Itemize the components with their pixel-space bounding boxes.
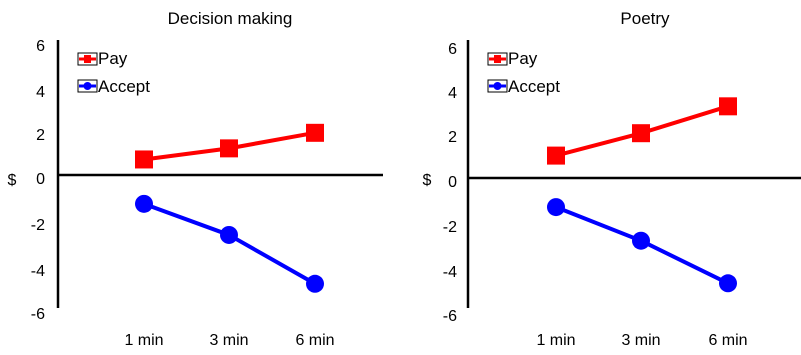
legend-item-pay: Pay [487, 49, 538, 68]
pay-swatch-marker [494, 55, 501, 63]
legend-item-accept: Accept [487, 77, 560, 96]
y-tick-label: -2 [443, 219, 457, 236]
y-tick-label: 0 [448, 174, 457, 191]
legend-label: Accept [508, 77, 560, 96]
x-tick-label: 1 min [536, 332, 575, 349]
y-tick-label: -4 [443, 264, 457, 281]
y-tick-label: 6 [36, 38, 45, 55]
x-tick-label: 3 min [209, 332, 248, 349]
legend-item-pay: Pay [77, 49, 128, 68]
accept-point [220, 225, 238, 244]
pay-point [632, 124, 650, 143]
y-tick-label: 2 [448, 129, 457, 146]
pay-point [220, 139, 238, 158]
y-tick-label: -4 [31, 263, 45, 280]
y-axis-label: $ [8, 172, 17, 189]
pay-point [306, 123, 324, 142]
accept-point [306, 274, 324, 293]
x-tick-label: 6 min [708, 332, 747, 349]
accept-point [719, 274, 737, 293]
legend-label: Pay [508, 49, 538, 68]
plot-area [135, 123, 324, 293]
accept-point [547, 198, 565, 217]
y-tick-label: 4 [448, 85, 457, 102]
pay-swatch-marker [84, 55, 91, 63]
y-tick-label: -6 [31, 306, 45, 323]
x-tick-label: 3 min [621, 332, 660, 349]
y-tick-label: 6 [448, 41, 457, 58]
x-ticks: 1 min 3 min 6 min [124, 332, 334, 349]
legend: Pay Accept [487, 49, 560, 96]
y-tick-label: 4 [36, 84, 45, 101]
x-ticks: 1 min 3 min 6 min [536, 332, 747, 349]
y-tick-label: 2 [36, 127, 45, 144]
chart-title: Decision making [168, 9, 293, 28]
legend-label: Accept [98, 77, 150, 96]
y-ticks: 6 4 2 0 -2 -4 -6 [31, 38, 45, 323]
legend-label: Pay [98, 49, 128, 68]
y-axis-label: $ [423, 172, 432, 189]
accept-point [135, 194, 153, 213]
chart-title: Poetry [620, 9, 670, 28]
plot-area [547, 97, 737, 293]
pay-point [547, 146, 565, 165]
y-tick-label: -2 [31, 217, 45, 234]
legend: Pay Accept [77, 49, 150, 96]
chart-decision-making: Decision making $ 6 4 2 0 -2 -4 -6 1 min… [8, 9, 383, 349]
pay-point [135, 150, 153, 169]
legend-item-accept: Accept [77, 77, 150, 96]
y-tick-label: -6 [443, 308, 457, 325]
pay-point [719, 97, 737, 116]
x-tick-label: 1 min [124, 332, 163, 349]
accept-swatch-marker [83, 82, 92, 90]
y-ticks: 6 4 2 0 -2 -4 -6 [443, 41, 457, 325]
accept-swatch-marker [493, 82, 502, 90]
x-tick-label: 6 min [295, 332, 334, 349]
accept-point [632, 231, 650, 250]
y-tick-label: 0 [36, 171, 45, 188]
chart-poetry: Poetry $ 6 4 2 0 -2 -4 -6 1 min 3 min 6 … [423, 9, 801, 349]
